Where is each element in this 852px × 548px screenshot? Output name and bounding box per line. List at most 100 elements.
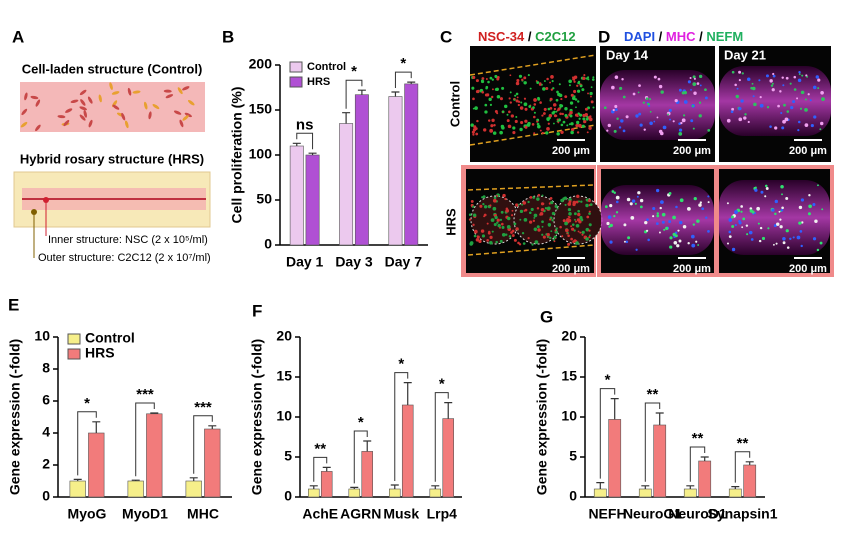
signal (472, 223, 475, 226)
signal (494, 215, 498, 220)
signal (569, 110, 573, 115)
signal (544, 207, 548, 210)
signal (613, 215, 616, 218)
signal (744, 113, 747, 116)
signal (773, 224, 777, 228)
x-tick-label: Day 1 (286, 254, 324, 270)
signal (577, 230, 580, 233)
signal (698, 114, 702, 118)
signal (539, 213, 542, 216)
signal (728, 235, 732, 239)
signal (785, 196, 789, 200)
y-tick-label: 8 (42, 360, 50, 376)
signal (692, 75, 696, 79)
tube (600, 70, 715, 140)
signal (698, 74, 703, 79)
signal (698, 203, 702, 207)
signal (809, 99, 812, 102)
signal (510, 231, 513, 234)
signal (541, 194, 544, 197)
x-tick-label: MHC (187, 506, 219, 522)
signal (497, 223, 501, 228)
signal (537, 193, 541, 197)
signal (674, 234, 678, 238)
signal (557, 121, 560, 124)
y-tick-label: 10 (561, 408, 577, 424)
signal (782, 119, 786, 124)
signal (585, 203, 589, 208)
signal (616, 117, 619, 120)
signal (496, 112, 499, 115)
signal (546, 127, 550, 131)
signal (735, 94, 740, 99)
y-tick-label: 0 (284, 488, 292, 504)
cell (24, 92, 28, 101)
signal (478, 239, 482, 244)
outer-label: Outer structure: C2C12 (2 x 10⁷/ml) (38, 252, 211, 264)
signal (546, 206, 551, 211)
signal (618, 126, 622, 129)
signal (750, 86, 753, 90)
signal (806, 75, 809, 78)
bar (388, 96, 403, 246)
bar (683, 488, 697, 498)
signal (552, 103, 557, 107)
signal (621, 78, 624, 81)
cell (87, 96, 93, 104)
signal (533, 98, 537, 102)
signal (492, 131, 497, 135)
signal (614, 108, 618, 112)
signal (506, 113, 509, 116)
signal (472, 133, 475, 136)
signal (692, 223, 696, 226)
signal (575, 200, 579, 204)
signal (643, 128, 646, 131)
signal (796, 235, 801, 240)
signal (568, 200, 572, 203)
signal (564, 107, 568, 111)
significance-bracket (394, 71, 412, 88)
signal (793, 75, 797, 79)
signal (773, 243, 775, 246)
signal (560, 123, 564, 127)
error-bar (292, 142, 301, 146)
x-tick-label: Day 3 (335, 254, 373, 270)
signal (567, 215, 570, 218)
signal (796, 97, 799, 100)
signal (821, 208, 824, 211)
significance-bracket (353, 430, 368, 484)
signal (486, 239, 489, 242)
signal (774, 199, 778, 204)
signal (573, 89, 577, 94)
signal (698, 101, 702, 104)
signal (679, 220, 683, 225)
y-tick-label: 6 (42, 392, 50, 408)
signal (583, 74, 586, 77)
x-tick-label: Lrp4 (427, 506, 458, 522)
signal (653, 120, 656, 123)
signal (577, 212, 581, 217)
signal (568, 84, 571, 87)
signal (573, 229, 576, 232)
cell (70, 99, 79, 104)
signal (586, 215, 590, 219)
signal (520, 101, 523, 104)
signal (584, 107, 588, 111)
signal (542, 112, 546, 115)
signal (631, 199, 636, 203)
significance-bracket (345, 79, 363, 109)
signal (468, 218, 472, 221)
y-axis-label: Gene expression (-fold) (7, 339, 23, 495)
signal (558, 93, 563, 98)
signal (637, 91, 640, 94)
signal (582, 117, 586, 121)
signal (469, 242, 473, 246)
signal (705, 216, 708, 219)
signal (655, 188, 660, 193)
scale-label: 200 μm (673, 263, 711, 275)
significance-label: * (439, 376, 445, 393)
signal (615, 195, 620, 200)
signal (782, 241, 786, 245)
signal (570, 130, 574, 135)
signal (590, 86, 593, 89)
